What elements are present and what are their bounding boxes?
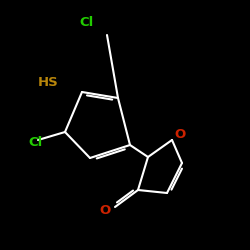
Text: Cl: Cl xyxy=(80,16,94,30)
Text: O: O xyxy=(174,128,185,140)
Text: HS: HS xyxy=(38,76,59,88)
Text: O: O xyxy=(100,204,110,216)
Text: Cl: Cl xyxy=(28,136,42,148)
